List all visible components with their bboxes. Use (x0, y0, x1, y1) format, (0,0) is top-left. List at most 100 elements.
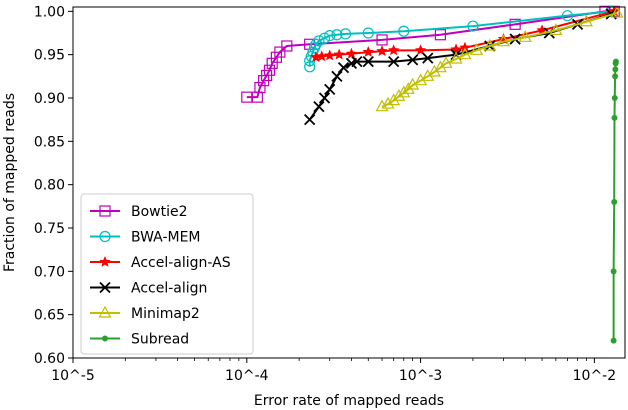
data-point (313, 35, 325, 47)
data-point (381, 96, 395, 109)
data-point (376, 45, 388, 57)
data-point (611, 199, 618, 205)
data-point (362, 45, 375, 58)
data-point (313, 101, 325, 113)
y-tick-label: 0.70 (34, 264, 65, 280)
legend-marker (99, 281, 111, 294)
y-axis-label: Fraction of mapped reads (2, 93, 18, 272)
marks-layer (241, 5, 624, 344)
x-tick-label: 10^-5 (51, 368, 95, 384)
legend-label: Accel-align (131, 281, 207, 297)
data-point (422, 52, 434, 64)
x-tick-label: 10^-3 (399, 368, 443, 384)
legend-item: BWA-MEM (90, 230, 201, 246)
legend-marker (99, 230, 111, 243)
data-point (254, 81, 266, 94)
data-point (339, 28, 352, 40)
data-point (610, 337, 617, 344)
x-axis-label: Error rate of mapped reads (254, 393, 444, 409)
data-point (612, 73, 619, 80)
legend-item: Bowtie2 (90, 204, 188, 220)
series-minimap2 (375, 5, 624, 112)
data-point (449, 51, 463, 64)
data-point (266, 57, 278, 69)
data-point (318, 32, 331, 44)
data-point (375, 99, 389, 112)
data-point (509, 18, 521, 30)
data-point (401, 82, 415, 94)
data-point (397, 85, 411, 98)
data-point (351, 55, 363, 68)
data-point (439, 56, 453, 68)
x-axis-ticks: 10^-5 10^-4 10^-3 10^-2 (51, 358, 616, 384)
data-point (323, 49, 336, 61)
data-point (318, 92, 331, 104)
data-point (304, 61, 316, 73)
data-point (333, 48, 346, 60)
data-point (331, 70, 343, 82)
data-point (281, 40, 293, 52)
data-point (459, 41, 471, 53)
data-point (497, 34, 511, 47)
data-point (392, 89, 406, 101)
legend-marker (99, 255, 111, 267)
y-tick-label: 1.00 (34, 4, 65, 20)
data-point (549, 23, 563, 36)
series-line (246, 10, 615, 99)
data-point (414, 44, 427, 56)
data-point (362, 27, 374, 39)
data-point (483, 38, 497, 51)
data-point (470, 43, 484, 55)
legend-marker (102, 335, 108, 342)
data-point (387, 44, 400, 56)
data-point (304, 114, 316, 126)
legend-marker (98, 305, 112, 318)
legend-label: Subread (131, 332, 189, 348)
data-point (414, 73, 428, 86)
data-point (421, 69, 435, 81)
legend-label: Accel-align-AS (131, 255, 231, 271)
data-point (610, 268, 617, 275)
data-point (433, 60, 447, 73)
y-tick-label: 0.80 (34, 178, 65, 194)
data-point (388, 55, 400, 68)
y-tick-label: 0.60 (34, 351, 65, 367)
x-tick-label: 10^-4 (225, 368, 269, 384)
data-point (387, 93, 401, 106)
data-point (331, 29, 343, 41)
y-tick-label: 0.95 (34, 48, 65, 64)
data-point (611, 95, 618, 101)
data-point (407, 54, 419, 66)
legend-item: Accel-align-AS (90, 255, 231, 271)
data-point (561, 10, 574, 22)
legend-item: Accel-align (90, 281, 207, 297)
data-point (274, 46, 286, 58)
data-point (337, 62, 350, 74)
series-line (308, 10, 612, 67)
data-point (518, 30, 532, 42)
legend-label: Bowtie2 (131, 204, 188, 220)
x-tick-label: 10^-2 (573, 368, 617, 384)
legend-box (80, 193, 254, 355)
y-tick-label: 0.65 (34, 308, 65, 324)
data-point (612, 66, 619, 73)
data-point (324, 29, 336, 42)
legend-label: Minimap2 (131, 306, 200, 322)
legend-item: Subread (90, 332, 189, 348)
data-point (310, 38, 322, 50)
y-tick-label: 0.85 (34, 134, 65, 150)
series-accel-align-as (310, 5, 621, 63)
data-point (434, 29, 447, 41)
data-point (362, 55, 374, 68)
data-point (458, 47, 472, 60)
data-point (376, 34, 388, 46)
data-point (324, 83, 336, 95)
legend-label: BWA-MEM (131, 230, 201, 246)
legend: Bowtie2 BWA-MEM Accel-align-AS Accel-align M… (80, 193, 254, 355)
series-subread (610, 58, 619, 344)
data-point (263, 64, 276, 76)
y-tick-label: 0.90 (34, 91, 65, 107)
y-axis-ticks: 0.60 0.65 0.70 0.75 0.80 0.85 0.90 0.95 1.00 (34, 4, 73, 367)
data-point (611, 114, 618, 121)
data-point (612, 58, 619, 65)
